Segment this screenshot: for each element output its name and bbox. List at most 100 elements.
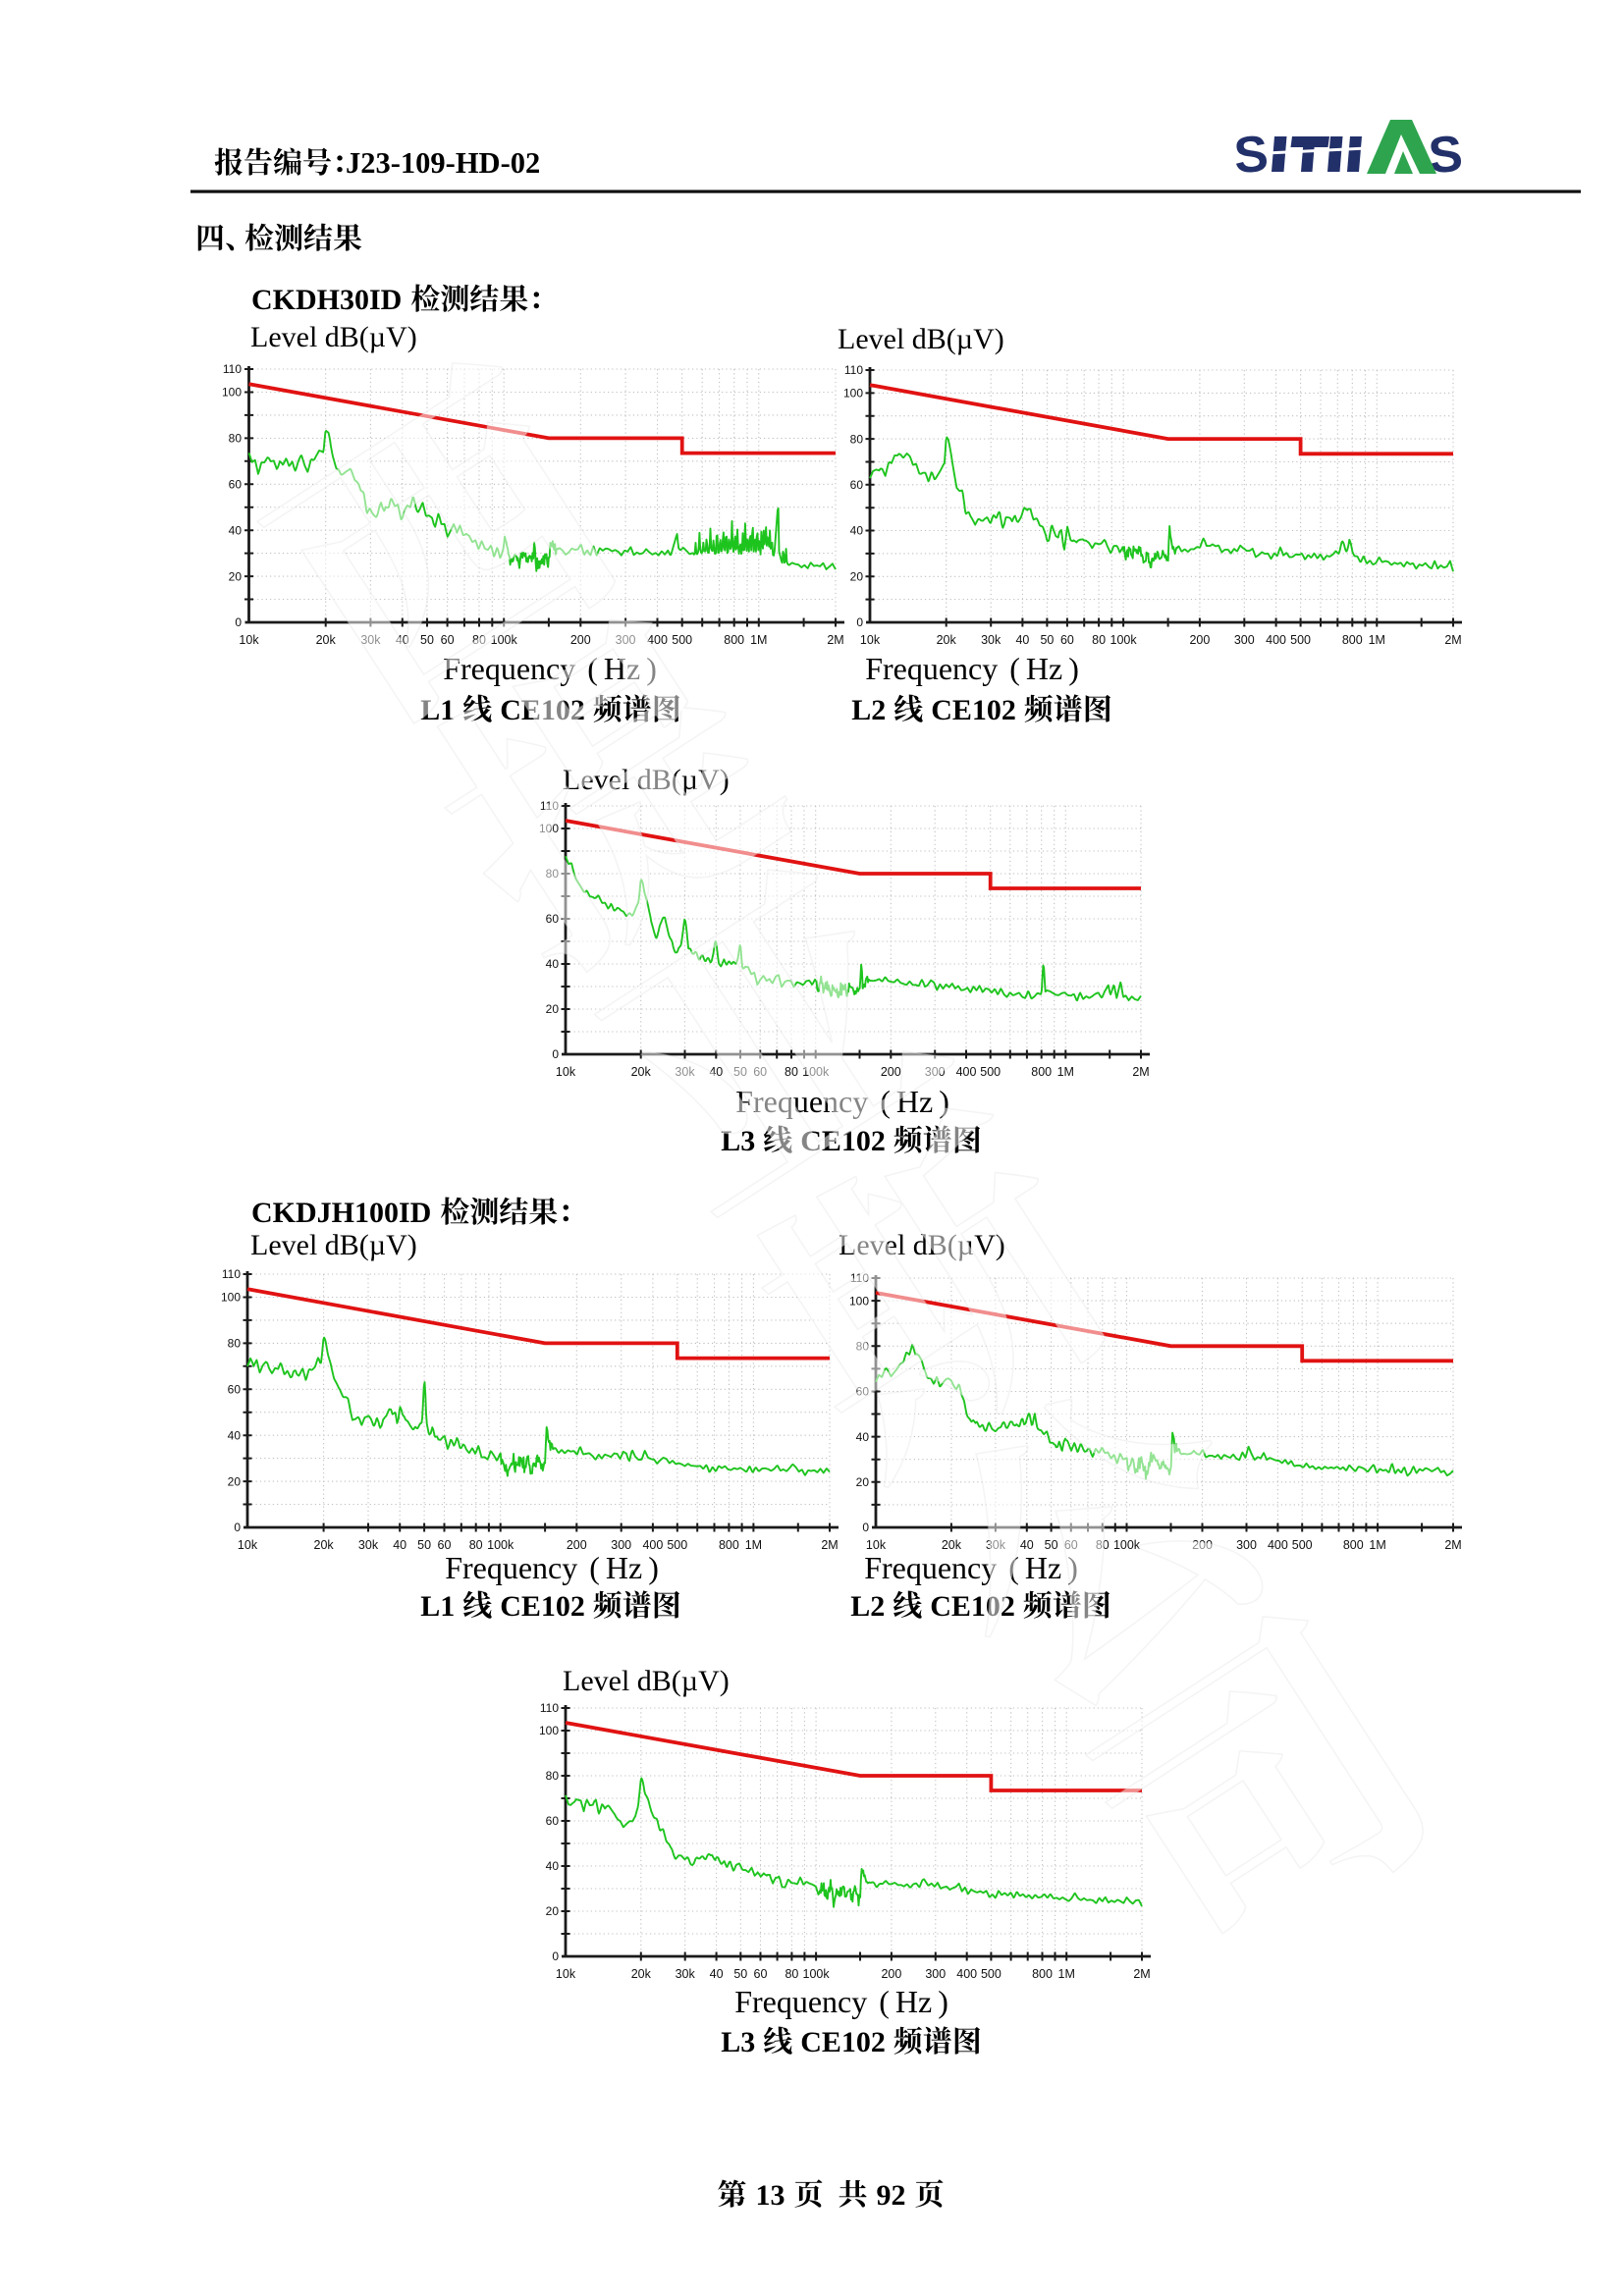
svg-text:200: 200 bbox=[881, 1065, 901, 1079]
svg-text:300: 300 bbox=[611, 1538, 631, 1552]
svg-text:20k: 20k bbox=[942, 1538, 962, 1552]
svg-text:500: 500 bbox=[1292, 1538, 1313, 1552]
svg-text:110: 110 bbox=[223, 362, 242, 376]
svg-text:50: 50 bbox=[1040, 633, 1054, 647]
svg-text:20k: 20k bbox=[937, 633, 957, 647]
svg-text:400: 400 bbox=[642, 1538, 663, 1552]
svg-text:CE102: CE102 bbox=[500, 1590, 585, 1623]
svg-text:500: 500 bbox=[981, 1967, 1001, 1981]
svg-text:50: 50 bbox=[420, 633, 434, 647]
svg-text:CKDH30ID: CKDH30ID bbox=[251, 284, 402, 316]
svg-text:100k: 100k bbox=[1110, 633, 1138, 647]
svg-text:0: 0 bbox=[234, 1521, 241, 1534]
svg-text:100: 100 bbox=[539, 1724, 559, 1737]
svg-text:100k: 100k bbox=[487, 1538, 514, 1552]
svg-text:300: 300 bbox=[1236, 1538, 1257, 1552]
svg-text:Frequency: Frequency bbox=[734, 1984, 867, 2019]
svg-text:100: 100 bbox=[221, 1291, 241, 1305]
svg-text:80: 80 bbox=[850, 432, 864, 446]
svg-text:2M: 2M bbox=[827, 633, 843, 647]
svg-text:60: 60 bbox=[229, 478, 243, 492]
svg-text:60: 60 bbox=[228, 1383, 242, 1397]
svg-text:CE102: CE102 bbox=[800, 2026, 886, 2058]
svg-text:L3: L3 bbox=[721, 2026, 755, 2058]
svg-text:Hz: Hz bbox=[895, 1984, 932, 2019]
svg-text:80: 80 bbox=[785, 1967, 798, 1981]
svg-text:1M: 1M bbox=[750, 633, 767, 647]
svg-text:1M: 1M bbox=[1057, 1065, 1074, 1079]
svg-text:J23-109-HD-02: J23-109-HD-02 bbox=[346, 146, 540, 180]
svg-text:200: 200 bbox=[570, 633, 591, 647]
svg-text:100k: 100k bbox=[1113, 1538, 1141, 1552]
svg-text:30k: 30k bbox=[981, 633, 1001, 647]
svg-text:L2: L2 bbox=[851, 694, 886, 726]
svg-text:1M: 1M bbox=[1369, 633, 1385, 647]
svg-text:40: 40 bbox=[1015, 633, 1029, 647]
svg-text:1M: 1M bbox=[745, 1538, 762, 1552]
svg-text:20: 20 bbox=[228, 1474, 242, 1488]
svg-text:Level dB(µV): Level dB(µV) bbox=[563, 1665, 730, 1697]
svg-text:50: 50 bbox=[1045, 1538, 1058, 1552]
svg-text:(: ( bbox=[1009, 651, 1020, 686]
svg-text:S: S bbox=[1427, 126, 1465, 185]
svg-text:110: 110 bbox=[222, 1267, 241, 1281]
svg-text:60: 60 bbox=[850, 478, 864, 492]
svg-text:100k: 100k bbox=[803, 1967, 831, 1981]
svg-text:110: 110 bbox=[540, 1701, 559, 1715]
svg-text:60: 60 bbox=[546, 1814, 560, 1828]
svg-text:S: S bbox=[1232, 126, 1271, 185]
svg-text:60: 60 bbox=[754, 1967, 768, 1981]
svg-text:60: 60 bbox=[441, 633, 455, 647]
svg-text:200: 200 bbox=[881, 1967, 901, 1981]
svg-text:80: 80 bbox=[1092, 633, 1106, 647]
svg-text:): ) bbox=[1068, 651, 1079, 686]
svg-text:20k: 20k bbox=[314, 1538, 335, 1552]
svg-text:L1: L1 bbox=[420, 1590, 455, 1623]
svg-text:20: 20 bbox=[856, 1475, 870, 1489]
svg-text:(: ( bbox=[589, 1550, 600, 1585]
svg-text:40: 40 bbox=[546, 1859, 560, 1873]
svg-text:20: 20 bbox=[229, 569, 243, 583]
svg-text:400: 400 bbox=[1268, 1538, 1288, 1552]
svg-text:20k: 20k bbox=[316, 633, 337, 647]
svg-text:500: 500 bbox=[980, 1065, 1001, 1079]
svg-text:40: 40 bbox=[856, 1430, 870, 1444]
svg-text:800: 800 bbox=[1031, 1065, 1052, 1079]
svg-text:Hz: Hz bbox=[1025, 1550, 1061, 1585]
svg-text:300: 300 bbox=[1234, 633, 1255, 647]
svg-text:Frequency: Frequency bbox=[864, 1550, 997, 1585]
svg-text:500: 500 bbox=[1290, 633, 1311, 647]
svg-text:100: 100 bbox=[849, 1294, 869, 1308]
svg-text:100: 100 bbox=[843, 387, 863, 400]
svg-text:300: 300 bbox=[925, 1967, 946, 1981]
svg-text:(: ( bbox=[879, 1984, 890, 2019]
svg-text:40: 40 bbox=[228, 1428, 242, 1442]
svg-text:0: 0 bbox=[856, 615, 863, 629]
svg-text:100: 100 bbox=[222, 386, 242, 400]
svg-text:800: 800 bbox=[724, 633, 744, 647]
svg-text:20: 20 bbox=[546, 1904, 560, 1918]
svg-text:800: 800 bbox=[1343, 1538, 1364, 1552]
svg-text:30k: 30k bbox=[358, 1538, 379, 1552]
svg-text:CKDJH100ID: CKDJH100ID bbox=[251, 1197, 431, 1229]
svg-text:40: 40 bbox=[850, 524, 864, 538]
svg-text:80: 80 bbox=[229, 432, 243, 446]
svg-text:40: 40 bbox=[546, 957, 560, 971]
svg-text:500: 500 bbox=[672, 633, 692, 647]
svg-text:40: 40 bbox=[710, 1967, 724, 1981]
svg-text:): ) bbox=[939, 1084, 949, 1119]
svg-text:500: 500 bbox=[667, 1538, 687, 1552]
svg-text:Level dB(µV): Level dB(µV) bbox=[250, 321, 417, 353]
svg-text:2M: 2M bbox=[1133, 1967, 1150, 1981]
svg-text:Hz: Hz bbox=[606, 1550, 642, 1585]
svg-text:40: 40 bbox=[393, 1538, 406, 1552]
svg-text:0: 0 bbox=[235, 615, 242, 629]
svg-text:10k: 10k bbox=[866, 1538, 887, 1552]
svg-text:Frequency: Frequency bbox=[865, 651, 998, 686]
svg-text:): ) bbox=[648, 1550, 659, 1585]
svg-text:13: 13 bbox=[756, 2179, 785, 2212]
svg-text:Level dB(µV): Level dB(µV) bbox=[838, 323, 1004, 355]
svg-text:60: 60 bbox=[546, 912, 560, 926]
svg-text:80: 80 bbox=[469, 1538, 483, 1552]
svg-text:CE102: CE102 bbox=[931, 694, 1016, 726]
